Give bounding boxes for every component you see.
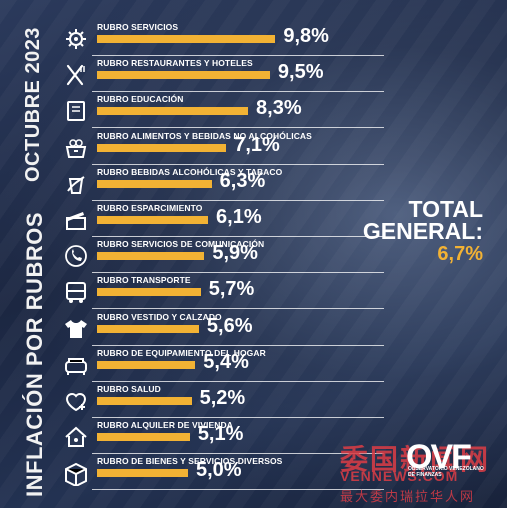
bar	[97, 252, 205, 261]
total-value: 6,7%	[437, 243, 483, 265]
value-label: 6,1%	[216, 206, 262, 228]
gear-icon	[62, 26, 90, 52]
bar	[97, 216, 209, 224]
sofa-icon	[62, 352, 90, 378]
bar	[97, 107, 249, 116]
chart-row: RUBRO SALUD 5,2%	[62, 384, 392, 418]
utensils-icon	[62, 62, 90, 88]
chart-row: RUBRO DE BIENES Y SERVICIOS DIVERSOS 5,0%	[62, 456, 392, 491]
category-label: RUBRO DE EQUIPAMIENTO DEL HOGAR	[97, 347, 266, 358]
value-label: 9,5%	[277, 61, 324, 84]
row-separator	[92, 417, 384, 418]
category-label: RUBRO TRANSPORTE	[97, 275, 191, 286]
value-label: 8,3%	[256, 97, 302, 120]
category-label: RUBRO RESTAURANTES Y HOTELES	[97, 58, 253, 69]
row-separator	[92, 127, 384, 129]
chart-row: RUBRO DE EQUIPAMIENTO DEL HOGAR 5,4%	[62, 348, 392, 382]
row-separator	[92, 272, 384, 274]
bar	[97, 71, 270, 80]
bar	[97, 397, 192, 405]
chart-row: RUBRO BEBIDAS ALCOHÓLICAS Y TABACO 6,3%	[62, 167, 392, 201]
category-label: RUBRO EDUCACIÓN	[97, 94, 184, 105]
bar	[97, 288, 201, 297]
ovf-logo: OVF OBSERVATORIO VENEZOLANO DE FINANZAS	[406, 440, 496, 480]
row-separator	[92, 163, 384, 165]
bar	[97, 324, 199, 333]
row-separator	[92, 380, 384, 382]
total-general: TOTAL GENERAL: 6,7%	[363, 198, 483, 266]
value-label: 5,9%	[212, 242, 258, 265]
chart-row: RUBRO ALIMENTOS Y BEBIDAS NO ALCOHÓLICAS…	[62, 131, 392, 165]
chart-row: RUBRO SERVICIOS 9,8%	[62, 22, 392, 56]
bar	[97, 35, 276, 43]
value-label: 5,7%	[208, 278, 255, 301]
category-label: RUBRO ESPARCIMIENTO	[97, 203, 203, 213]
book-icon	[62, 98, 90, 124]
row-separator	[92, 55, 384, 56]
shirt-icon	[62, 316, 90, 342]
box-icon	[62, 460, 90, 488]
category-label: RUBRO VESTIDO Y CALZADO	[97, 311, 222, 322]
value-label: 5,0%	[196, 459, 242, 482]
category-label: RUBRO SALUD	[97, 384, 161, 394]
chart-row: RUBRO TRANSPORTE 5,7%	[62, 275, 392, 310]
logo-subtitle: OBSERVATORIO VENEZOLANO DE FINANZAS	[408, 466, 484, 478]
value-label: 6,3%	[219, 169, 266, 192]
value-label: 7,1%	[234, 133, 280, 156]
row-separator	[92, 489, 384, 491]
chart-row: RUBRO RESTAURANTES Y HOTELES 9,5%	[62, 58, 392, 93]
value-label: 9,8%	[283, 25, 329, 47]
clapperboard-icon	[62, 207, 90, 233]
bar	[97, 360, 196, 369]
category-label: RUBRO BEBIDAS ALCOHÓLICAS Y TABACO	[97, 166, 283, 177]
row-separator	[92, 308, 384, 310]
chart-row: RUBRO ALQUILER DE VIVIENDA 5,1%	[62, 420, 392, 455]
category-label: RUBRO DE BIENES Y SERVICIOS DIVERSOS	[97, 456, 283, 467]
category-label: RUBRO SERVICIOS DE COMUNICACIÓN	[97, 239, 265, 250]
beverage-icon	[62, 171, 90, 197]
chart-row: RUBRO EDUCACIÓN 8,3%	[62, 94, 392, 129]
logo-mark: OVF	[406, 438, 472, 476]
heart-plus-icon	[62, 388, 90, 414]
bar	[97, 143, 227, 152]
food-basket-icon	[62, 135, 90, 161]
bar	[97, 179, 212, 188]
phone-icon	[62, 243, 90, 269]
total-label: TOTAL GENERAL:	[362, 196, 483, 244]
watermark: 委国新闻网 VENNEWS.COM 最大委内瑞拉华人网	[340, 438, 505, 504]
category-label: RUBRO ALQUILER DE VIVIENDA	[97, 420, 233, 431]
value-label: 5,6%	[206, 314, 253, 337]
bar	[97, 469, 188, 478]
row-separator	[92, 236, 384, 237]
chart-row: RUBRO VESTIDO Y CALZADO 5,6%	[62, 312, 392, 346]
house-key-icon	[62, 424, 90, 450]
value-label: 5,2%	[199, 387, 246, 409]
row-separator	[92, 453, 384, 455]
category-label: RUBRO SERVICIOS	[97, 22, 179, 32]
row-separator	[92, 91, 384, 93]
chart-row: RUBRO ESPARCIMIENTO 6,1%	[62, 203, 392, 237]
value-label: 5,4%	[203, 350, 249, 373]
row-separator	[92, 199, 384, 201]
watermark-url: VENNEWS.COM	[340, 468, 459, 484]
watermark-title: 委国新闻网	[340, 444, 491, 475]
row-separator	[92, 344, 384, 346]
watermark-subtitle: 最大委内瑞拉华人网	[340, 489, 476, 504]
category-label: RUBRO ALIMENTOS Y BEBIDAS NO ALCOHÓLICAS	[97, 130, 312, 141]
bar	[97, 433, 190, 442]
value-label: 5,1%	[197, 423, 244, 446]
bus-icon	[62, 279, 90, 305]
chart-row: RUBRO SERVICIOS DE COMUNICACIÓN 5,9%	[62, 239, 392, 274]
